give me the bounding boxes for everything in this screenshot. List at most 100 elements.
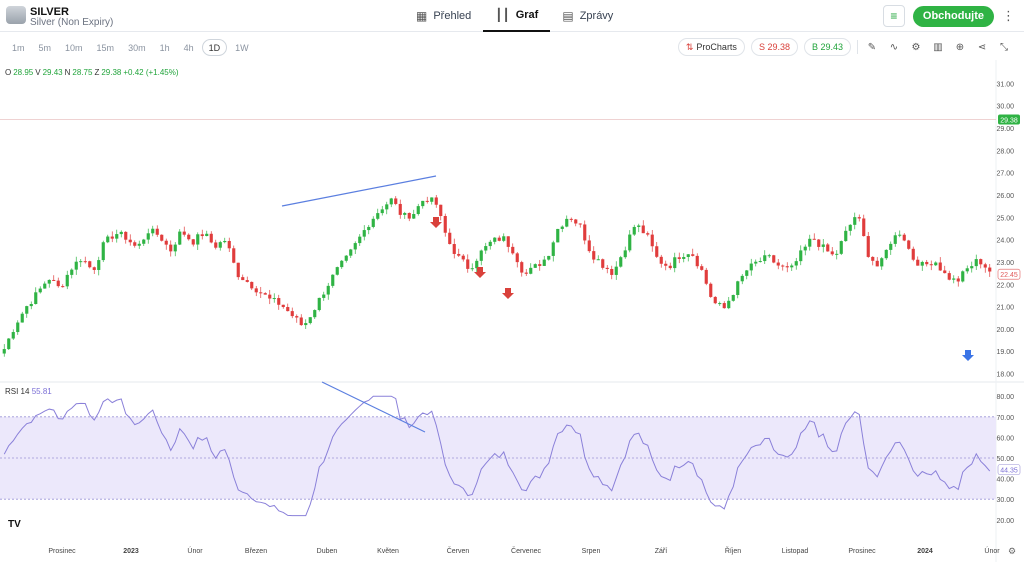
candle-body (988, 267, 992, 272)
candle-body (299, 317, 303, 326)
candle-body (938, 262, 942, 271)
candle-body (745, 270, 749, 276)
candle-body (947, 273, 951, 280)
buy-button[interactable]: B 29.43 (803, 38, 851, 56)
candle-body (200, 234, 204, 237)
candle-body (839, 241, 843, 254)
current-price-badge-label: 29.38 (1000, 118, 1018, 125)
candle-body (457, 253, 461, 256)
chart-type-icon[interactable]: ▥ (933, 41, 943, 53)
price-chart[interactable]: 31.00 30.00 29.00 28.00 27.00 26.00 25.00 24.00… (0, 60, 1024, 562)
rsi-title: RSI 14 (5, 387, 30, 396)
header-actions: ≡ Obchodujte ⋮ (882, 5, 1015, 27)
candle-body (254, 288, 258, 293)
timeframe-4h[interactable]: 4h (183, 42, 194, 53)
candle-body (88, 261, 92, 268)
candle-body (326, 285, 330, 295)
candle-body (970, 266, 974, 269)
toolbar-right: ⇅ ProCharts S 29.38 B 29.43 ✎ ∿ ⚙ ▥ ⊕ ⋖ … (677, 38, 1012, 56)
candle-body (826, 244, 830, 252)
rsi-tick-label: 60.00 (996, 435, 1014, 442)
candle-body (344, 255, 348, 261)
candle-body (691, 254, 695, 256)
candle-body (889, 243, 893, 250)
candle-body (857, 217, 861, 219)
indicators-icon[interactable]: ∿ (889, 41, 899, 53)
collapse-icon[interactable]: ⤡ (1000, 41, 1008, 53)
rsi-trendline (321, 381, 426, 433)
ohlc-close: 29.38 (101, 68, 122, 77)
time-tick-label: Červenec (511, 546, 541, 555)
timeframe-1h[interactable]: 1h (159, 42, 170, 53)
tab-zpravy[interactable]: ▤ Zprávy (550, 0, 625, 32)
candle-body (128, 239, 132, 243)
time-tick-label: Srpen (582, 548, 601, 555)
candle-body (389, 198, 393, 205)
candle-body (398, 203, 402, 215)
price-tick-label: 28.00 (996, 148, 1014, 155)
candle-body (191, 239, 195, 245)
rsi-value: 55.81 (31, 387, 52, 396)
candle-body (772, 255, 776, 263)
candle-body (272, 298, 276, 300)
timeframe-10m[interactable]: 10m (65, 42, 83, 53)
candle-body (425, 200, 429, 202)
settings-icon[interactable]: ⚙ (911, 41, 921, 53)
candle-body (596, 259, 600, 261)
more-menu-icon[interactable]: ⋮ (1002, 8, 1015, 23)
draw-icon[interactable]: ✎ (867, 41, 877, 53)
timeframe-15m[interactable]: 15m (96, 42, 115, 53)
candle-body (317, 297, 321, 311)
candle-body (353, 243, 357, 250)
candle-body (137, 243, 141, 246)
candle-body (731, 294, 735, 301)
candle-body (236, 262, 240, 278)
sell-button[interactable]: S 29.38 (750, 38, 798, 56)
candle-body (565, 218, 569, 227)
candle-body (493, 237, 497, 242)
candle-body (808, 238, 812, 247)
candle-body (659, 256, 663, 264)
share-icon[interactable]: ⋖ (977, 41, 987, 53)
candle-body (155, 228, 159, 235)
candle-body (25, 306, 29, 314)
timeframe-1w[interactable]: 1W (235, 42, 249, 53)
watchlist-add-button[interactable]: ≡ (882, 5, 905, 27)
tab-prehled[interactable]: ▦ Přehled (404, 0, 483, 32)
price-tick-label: 18.00 (996, 372, 1014, 379)
secondary-price-badge-label: 22.45 (1000, 272, 1018, 279)
candle-body (880, 258, 884, 267)
candle-body (47, 279, 51, 284)
candle-body (682, 256, 686, 259)
candle-body (484, 246, 488, 251)
candle-body (218, 242, 222, 248)
candle-body (187, 234, 191, 240)
candle-body (718, 303, 722, 305)
price-tick-label: 19.00 (996, 349, 1014, 356)
candle-body (686, 254, 690, 257)
rsi-tick-label: 50.00 (996, 456, 1014, 463)
candle-body (902, 234, 906, 241)
candle-body (281, 304, 285, 308)
trade-button[interactable]: Obchodujte (912, 5, 994, 27)
rsi-legend: RSI 14 55.81 (5, 387, 52, 396)
rsi-line (3, 395, 991, 517)
candle-body (844, 230, 848, 242)
timeframe-1m[interactable]: 1m (12, 42, 25, 53)
candle-body (286, 307, 290, 312)
procharts-button[interactable]: ⇅ ProCharts (677, 38, 745, 56)
candle-body (349, 249, 353, 256)
candle-body (214, 242, 218, 248)
price-tick-label: 31.00 (996, 81, 1014, 88)
tab-graf[interactable]: ┃┃ Graf (483, 0, 551, 32)
add-icon[interactable]: ⊕ (955, 41, 965, 53)
buy-signal-arrow (962, 350, 974, 361)
rsi-current-badge-label: 44.35 (1000, 468, 1018, 475)
timeframe-1d[interactable]: 1D (201, 39, 228, 56)
sell-signal-arrow (474, 267, 486, 278)
timeframe-30m[interactable]: 30m (128, 42, 146, 53)
candle-body (637, 225, 641, 227)
candle-body (367, 226, 371, 231)
rsi-tick-label: 40.00 (996, 477, 1014, 484)
timeframe-5m[interactable]: 5m (38, 42, 52, 53)
